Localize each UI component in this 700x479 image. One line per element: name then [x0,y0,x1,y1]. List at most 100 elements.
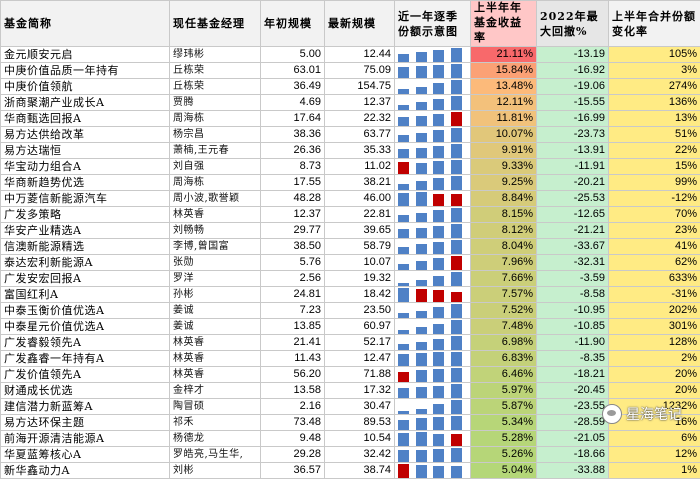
share-change-cell[interactable]: 136% [609,95,700,111]
latest-size-cell[interactable]: 22.32 [325,111,395,127]
return-cell[interactable]: 7.66% [471,271,537,287]
manager-cell[interactable]: 孙彬 [170,287,261,303]
share-change-cell[interactable]: 20% [609,383,700,399]
quarterly-share-sparkline[interactable] [395,319,471,335]
manager-cell[interactable]: 刘彬 [170,463,261,479]
start-size-cell[interactable]: 36.49 [261,79,325,95]
return-cell[interactable]: 9.33% [471,159,537,175]
fund-name-cell[interactable]: 金元顺安元启 [1,47,170,63]
quarterly-share-sparkline[interactable] [395,463,471,479]
manager-cell[interactable]: 刘畅畅 [170,223,261,239]
quarterly-share-sparkline[interactable] [395,95,471,111]
start-size-cell[interactable]: 8.73 [261,159,325,175]
drawdown-cell[interactable]: -8.35 [537,351,609,367]
fund-name-cell[interactable]: 建信潜力新蓝筹A [1,399,170,415]
return-cell[interactable]: 8.04% [471,239,537,255]
start-size-cell[interactable]: 7.23 [261,303,325,319]
share-change-cell[interactable]: 13% [609,111,700,127]
start-size-cell[interactable]: 13.85 [261,319,325,335]
start-size-cell[interactable]: 38.50 [261,239,325,255]
manager-cell[interactable]: 周海栋 [170,111,261,127]
quarterly-share-sparkline[interactable] [395,191,471,207]
manager-cell[interactable]: 姜诚 [170,303,261,319]
manager-cell[interactable]: 林英睿 [170,335,261,351]
drawdown-cell[interactable]: -13.91 [537,143,609,159]
drawdown-cell[interactable]: -13.19 [537,47,609,63]
start-size-cell[interactable]: 24.81 [261,287,325,303]
manager-cell[interactable]: 金梓才 [170,383,261,399]
quarterly-share-sparkline[interactable] [395,287,471,303]
return-cell[interactable]: 9.91% [471,143,537,159]
return-cell[interactable]: 6.83% [471,351,537,367]
manager-cell[interactable]: 杨宗昌 [170,127,261,143]
drawdown-cell[interactable]: -19.06 [537,79,609,95]
drawdown-cell[interactable]: -18.21 [537,367,609,383]
share-change-cell[interactable]: 202% [609,303,700,319]
quarterly-share-sparkline[interactable] [395,159,471,175]
return-cell[interactable]: 7.48% [471,319,537,335]
quarterly-share-sparkline[interactable] [395,127,471,143]
return-cell[interactable]: 9.25% [471,175,537,191]
header-return[interactable]: 上半年年基金收益率 [471,1,537,47]
return-cell[interactable]: 8.84% [471,191,537,207]
latest-size-cell[interactable]: 10.54 [325,431,395,447]
quarterly-share-sparkline[interactable] [395,303,471,319]
quarterly-share-sparkline[interactable] [395,111,471,127]
header-share-change[interactable]: 上半年合并份额变化率 [609,1,700,47]
drawdown-cell[interactable]: -12.65 [537,207,609,223]
latest-size-cell[interactable]: 71.88 [325,367,395,383]
fund-name-cell[interactable]: 广发价值领先A [1,367,170,383]
drawdown-cell[interactable]: -8.58 [537,287,609,303]
drawdown-cell[interactable]: -20.21 [537,175,609,191]
manager-cell[interactable]: 祁禾 [170,415,261,431]
return-cell[interactable]: 5.97% [471,383,537,399]
fund-name-cell[interactable]: 泰达宏利新能源A [1,255,170,271]
fund-name-cell[interactable]: 中泰玉衡价值优选A [1,303,170,319]
quarterly-share-sparkline[interactable] [395,383,471,399]
quarterly-share-sparkline[interactable] [395,255,471,271]
fund-name-cell[interactable]: 富国红利A [1,287,170,303]
latest-size-cell[interactable]: 63.77 [325,127,395,143]
start-size-cell[interactable]: 13.58 [261,383,325,399]
latest-size-cell[interactable]: 12.44 [325,47,395,63]
share-change-cell[interactable]: 23% [609,223,700,239]
latest-size-cell[interactable]: 18.42 [325,287,395,303]
start-size-cell[interactable]: 4.69 [261,95,325,111]
share-change-cell[interactable]: 301% [609,319,700,335]
header-drawdown[interactable]: 2022年最大回撤% [537,1,609,47]
share-change-cell[interactable]: 70% [609,207,700,223]
start-size-cell[interactable]: 11.43 [261,351,325,367]
drawdown-cell[interactable]: -11.90 [537,335,609,351]
latest-size-cell[interactable]: 75.09 [325,63,395,79]
header-quarterly[interactable]: 近一年逐季份额示意图 [395,1,471,47]
fund-name-cell[interactable]: 广发安宏回报A [1,271,170,287]
fund-name-cell[interactable]: 广发多策略 [1,207,170,223]
fund-name-cell[interactable]: 新华鑫动力A [1,463,170,479]
start-size-cell[interactable]: 2.16 [261,399,325,415]
manager-cell[interactable]: 林英睿 [170,367,261,383]
start-size-cell[interactable]: 29.77 [261,223,325,239]
latest-size-cell[interactable]: 30.47 [325,399,395,415]
fund-name-cell[interactable]: 前海开源清洁能源A [1,431,170,447]
quarterly-share-sparkline[interactable] [395,207,471,223]
fund-name-cell[interactable]: 广发鑫睿一年持有A [1,351,170,367]
quarterly-share-sparkline[interactable] [395,239,471,255]
fund-name-cell[interactable]: 中庚价值领航 [1,79,170,95]
return-cell[interactable]: 13.48% [471,79,537,95]
latest-size-cell[interactable]: 154.75 [325,79,395,95]
fund-name-cell[interactable]: 中万菱信新能源汽车 [1,191,170,207]
return-cell[interactable]: 5.04% [471,463,537,479]
fund-name-cell[interactable]: 华商甄选回报A [1,111,170,127]
manager-cell[interactable]: 陶冒硕 [170,399,261,415]
latest-size-cell[interactable]: 11.02 [325,159,395,175]
return-cell[interactable]: 7.57% [471,287,537,303]
latest-size-cell[interactable]: 60.97 [325,319,395,335]
start-size-cell[interactable]: 17.64 [261,111,325,127]
drawdown-cell[interactable]: -3.59 [537,271,609,287]
return-cell[interactable]: 8.12% [471,223,537,239]
return-cell[interactable]: 8.15% [471,207,537,223]
quarterly-share-sparkline[interactable] [395,223,471,239]
share-change-cell[interactable]: 62% [609,255,700,271]
latest-size-cell[interactable]: 23.50 [325,303,395,319]
latest-size-cell[interactable]: 19.32 [325,271,395,287]
